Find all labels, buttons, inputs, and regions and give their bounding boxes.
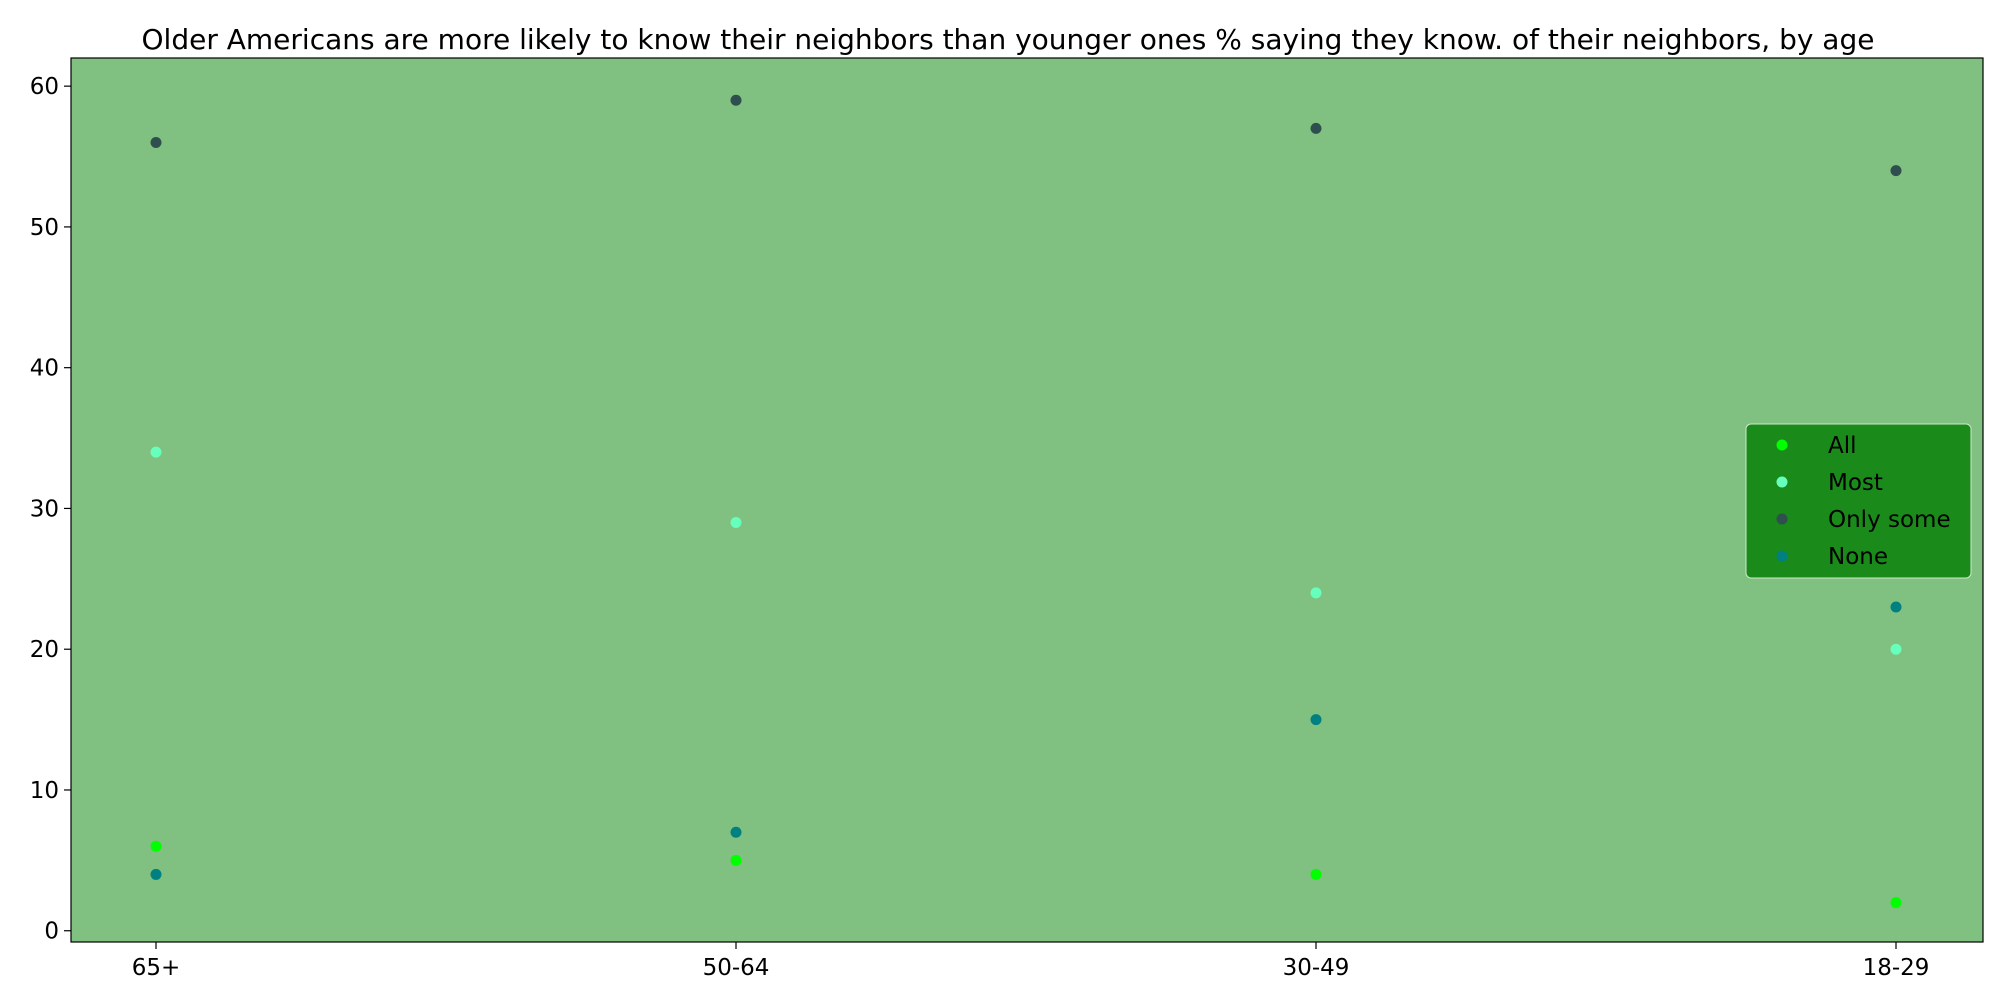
data-point [1890,643,1902,655]
y-tick-label: 40 [30,356,59,382]
data-point [730,826,742,838]
data-point [1890,897,1902,909]
y-axis: 0 10 20 30 40 50 60 [30,74,71,945]
legend-marker [1776,476,1788,488]
plot-area [70,57,1984,943]
y-tick-label: 0 [44,919,59,945]
data-point [150,840,162,852]
legend-marker [1776,550,1788,562]
legend-label: Only some [1828,507,1951,533]
data-point [150,446,162,458]
data-points [150,94,1902,909]
chart-title: Older Americans are more likely to know … [142,23,1875,56]
legend-label: Most [1828,470,1883,496]
legend-marker [1776,513,1788,525]
x-tick-label: 50-64 [703,955,770,981]
x-tick-label: 65+ [132,955,181,981]
y-tick-label: 20 [30,637,59,663]
legend-label: All [1828,433,1857,459]
data-point [730,854,742,866]
x-axis: 65+ 50-64 30-49 18-29 [132,942,1930,981]
data-point [730,517,742,529]
y-tick-label: 10 [30,778,59,804]
x-tick-label: 30-49 [1283,955,1350,981]
data-point [730,94,742,106]
data-point [1310,868,1322,880]
data-point [1890,601,1902,613]
data-point [150,868,162,880]
y-tick-label: 50 [30,215,59,241]
x-tick-label: 18-29 [1863,955,1930,981]
data-point [1310,122,1322,134]
data-point [1310,714,1322,726]
data-point [1310,587,1322,599]
y-tick-label: 30 [30,496,59,522]
legend-label: None [1828,544,1888,570]
data-point [150,136,162,148]
data-point [1890,165,1902,177]
legend: All Most Only some None [1745,423,1972,579]
legend-marker [1776,439,1788,451]
y-tick-label: 60 [30,74,59,100]
legend-box [1745,423,1972,579]
